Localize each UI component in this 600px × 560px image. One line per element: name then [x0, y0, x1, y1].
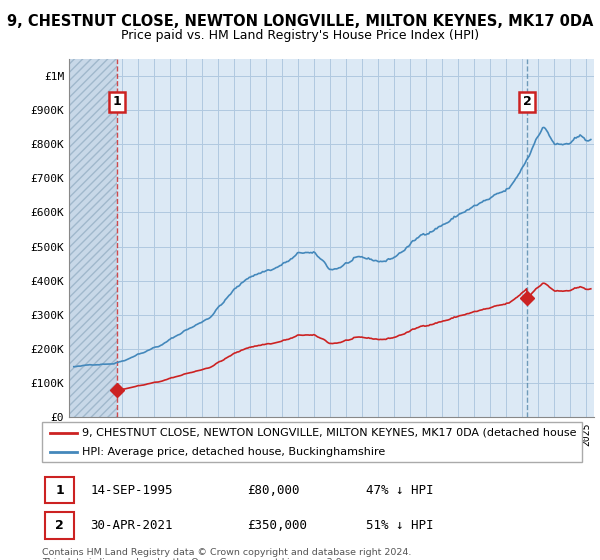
FancyBboxPatch shape	[45, 477, 74, 503]
Text: 9, CHESTNUT CLOSE, NEWTON LONGVILLE, MILTON KEYNES, MK17 0DA (detached house: 9, CHESTNUT CLOSE, NEWTON LONGVILLE, MIL…	[83, 428, 577, 438]
Text: £80,000: £80,000	[247, 483, 300, 497]
Text: 1: 1	[55, 483, 64, 497]
Text: 14-SEP-1995: 14-SEP-1995	[91, 483, 173, 497]
Text: 2: 2	[523, 95, 532, 108]
Text: Price paid vs. HM Land Registry's House Price Index (HPI): Price paid vs. HM Land Registry's House …	[121, 29, 479, 42]
Text: 2: 2	[55, 519, 64, 533]
Bar	[69, 59, 117, 417]
Text: 51% ↓ HPI: 51% ↓ HPI	[366, 519, 433, 533]
Text: £350,000: £350,000	[247, 519, 307, 533]
Text: 9, CHESTNUT CLOSE, NEWTON LONGVILLE, MILTON KEYNES, MK17 0DA: 9, CHESTNUT CLOSE, NEWTON LONGVILLE, MIL…	[7, 14, 593, 29]
FancyBboxPatch shape	[45, 512, 74, 539]
Text: HPI: Average price, detached house, Buckinghamshire: HPI: Average price, detached house, Buck…	[83, 447, 386, 457]
Text: 30-APR-2021: 30-APR-2021	[91, 519, 173, 533]
FancyBboxPatch shape	[42, 422, 582, 462]
Text: 47% ↓ HPI: 47% ↓ HPI	[366, 483, 433, 497]
Text: Contains HM Land Registry data © Crown copyright and database right 2024.
This d: Contains HM Land Registry data © Crown c…	[42, 548, 412, 560]
Text: 1: 1	[113, 95, 122, 108]
